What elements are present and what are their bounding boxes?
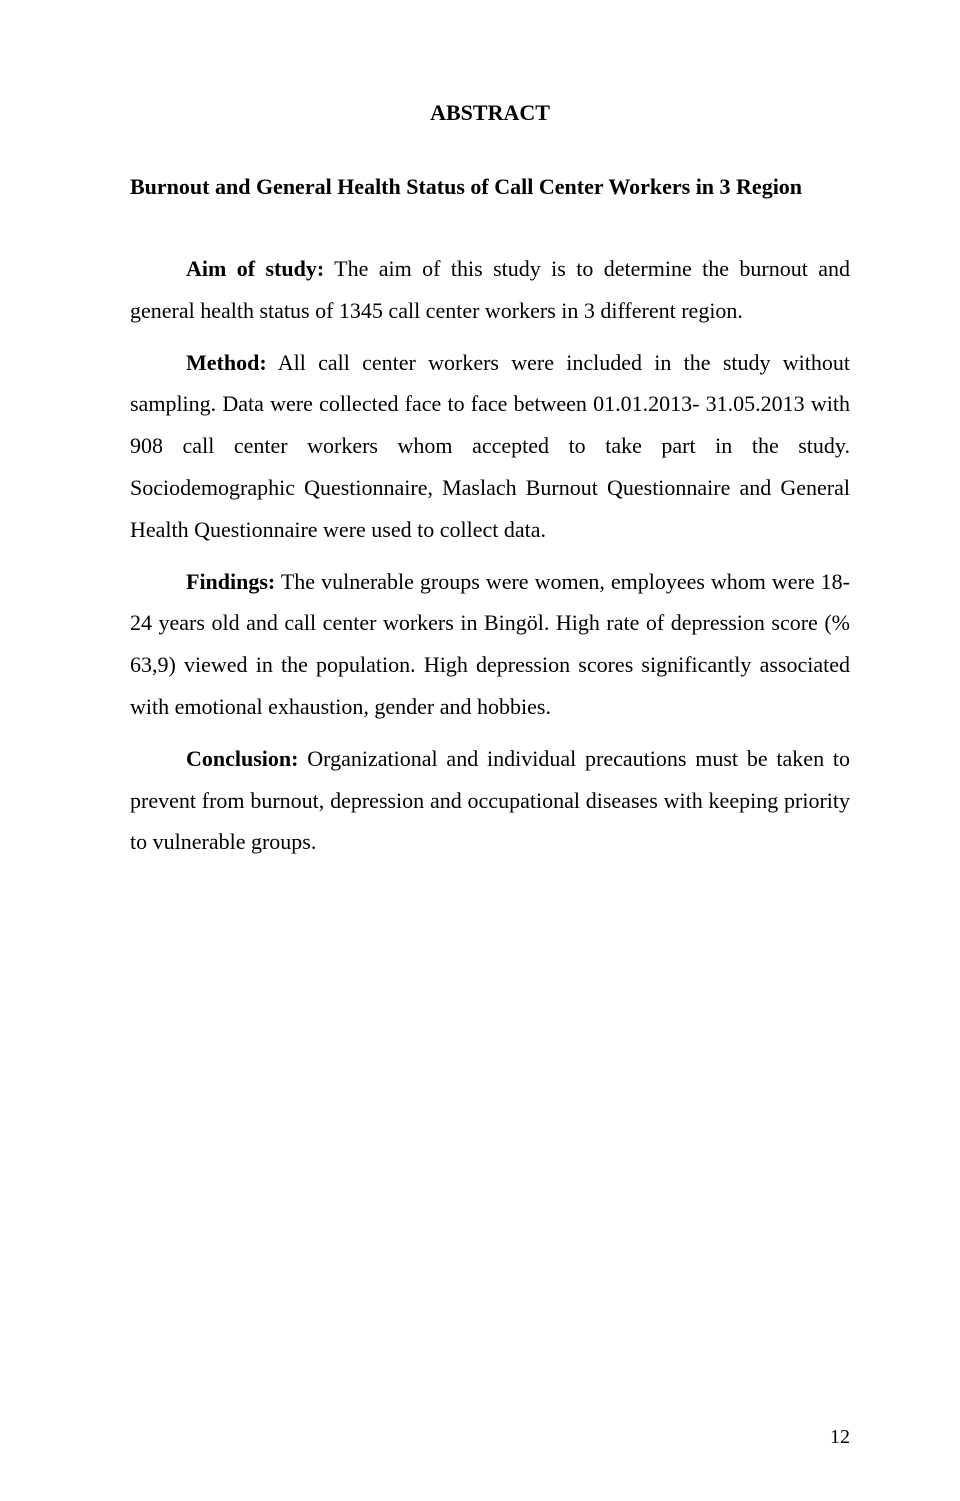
abstract-title: ABSTRACT — [130, 100, 850, 126]
paper-subtitle: Burnout and General Health Status of Cal… — [130, 174, 850, 200]
method-label: Method: — [186, 350, 267, 375]
page-number: 12 — [830, 1426, 850, 1449]
paragraph-conclusion: Conclusion: Organizational and individua… — [130, 738, 850, 863]
page: ABSTRACT Burnout and General Health Stat… — [0, 0, 960, 1501]
paragraph-findings: Findings: The vulnerable groups were wom… — [130, 561, 850, 728]
conclusion-label: Conclusion: — [186, 746, 298, 771]
method-text: All call center workers were included in… — [130, 350, 850, 542]
findings-label: Findings: — [186, 569, 275, 594]
aim-label: Aim of study: — [186, 256, 324, 281]
paragraph-aim: Aim of study: The aim of this study is t… — [130, 248, 850, 332]
paragraph-method: Method: All call center workers were inc… — [130, 342, 850, 551]
